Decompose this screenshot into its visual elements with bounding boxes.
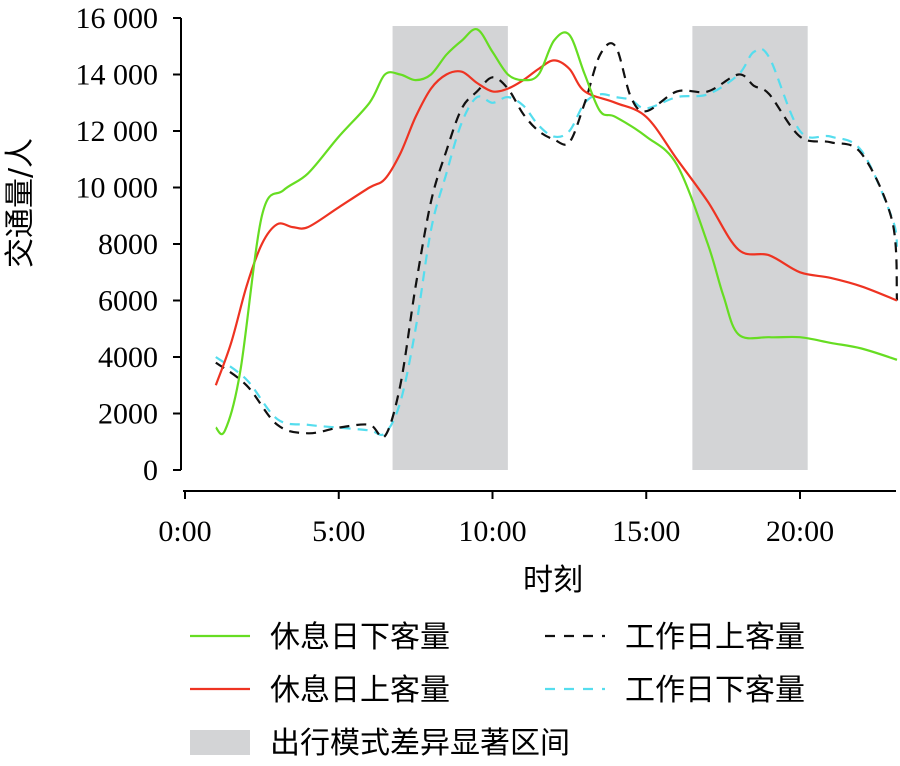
x-axis-title: 时刻 [523, 563, 583, 598]
series-line-workday-alighting [215, 47, 899, 437]
series-lines [214, 27, 899, 439]
y-tick-label: 10 000 [76, 172, 159, 205]
x-tick-label: 5:00 [312, 515, 365, 548]
x-ticks: 0:00 5:00 10:00 15:00 20:00 [158, 491, 834, 548]
y-tick-label: 2000 [98, 398, 158, 431]
y-tick-label: 16 000 [76, 2, 159, 35]
shaded-region-1 [392, 26, 508, 470]
y-tick-label: 0 [143, 454, 158, 487]
y-tick-label: 4000 [98, 341, 158, 374]
y-axis-title: 交通量/人 [3, 138, 38, 268]
y-tick-label: 6000 [98, 285, 158, 318]
legend-label-workday-boarding: 工作日上客量 [625, 620, 805, 655]
y-tick-label: 8000 [98, 228, 158, 261]
y-tick-label: 14 000 [76, 59, 159, 92]
legend-label-rest-day-alighting: 休息日下客量 [270, 620, 450, 655]
x-tick-label: 0:00 [158, 515, 211, 548]
series-line-rest-day-boarding [214, 59, 898, 386]
shaded-region-2 [692, 26, 808, 470]
legend-label-rest-day-boarding: 休息日上客量 [270, 673, 450, 708]
y-ticks: 0 2000 4000 6000 8000 10 000 12 000 14 000 16 00… [76, 2, 181, 487]
legend-label-shaded-region: 出行模式差异显著区间 [270, 726, 570, 761]
legend-label-workday-alighting: 工作日下客量 [625, 673, 805, 708]
shaded-regions [392, 26, 808, 470]
x-tick-label: 15:00 [612, 515, 680, 548]
y-tick-label: 12 000 [76, 115, 159, 148]
series-line-workday-boarding [215, 42, 899, 439]
legend-swatch-shaded-region [190, 730, 250, 755]
x-tick-label: 20:00 [766, 515, 834, 548]
x-tick-label: 10:00 [458, 515, 526, 548]
series-line-rest-day-alighting [215, 27, 898, 436]
